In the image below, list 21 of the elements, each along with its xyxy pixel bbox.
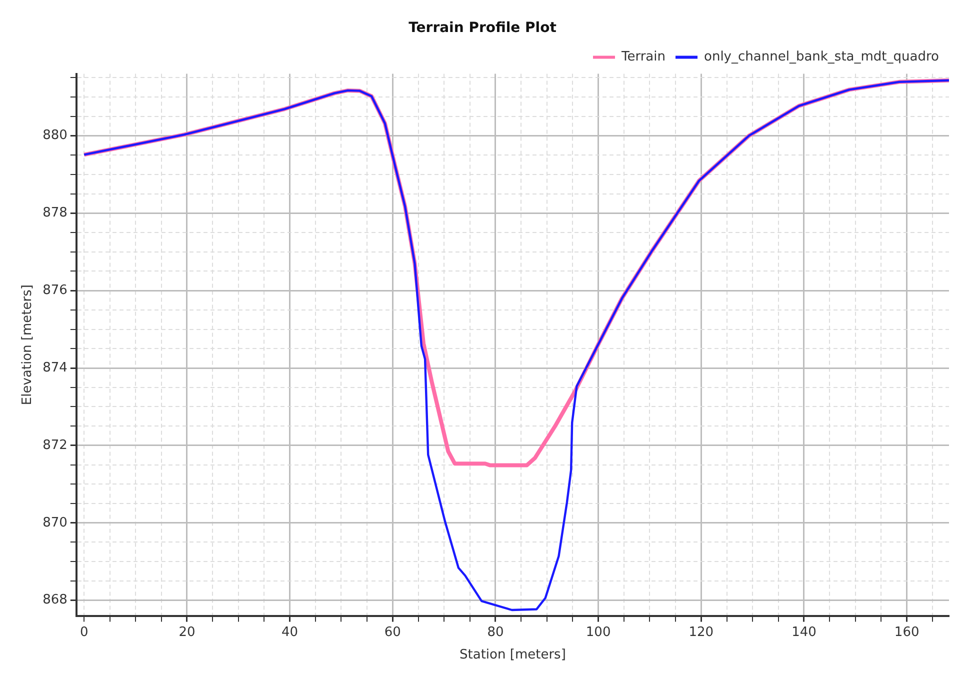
x-tick-label: 40 <box>282 624 298 640</box>
y-tick-label: 874 <box>42 360 68 376</box>
y-tick-label: 868 <box>42 592 68 608</box>
x-tick-label: 80 <box>487 624 504 640</box>
y-tick-label: 872 <box>42 438 68 453</box>
chart-title: Terrain Profile Plot <box>408 20 557 36</box>
legend-label: Terrain <box>620 50 666 65</box>
x-tick-label: 120 <box>688 624 714 640</box>
y-tick-label: 870 <box>42 515 68 530</box>
x-tick-label: 0 <box>80 624 88 640</box>
y-tick-label: 876 <box>42 282 68 298</box>
x-tick-label: 160 <box>894 624 920 640</box>
y-tick-label: 880 <box>42 128 68 144</box>
legend-label: only_channel_bank_sta_mdt_quadro <box>704 50 940 65</box>
x-tick-label: 60 <box>384 624 401 640</box>
x-tick-label: 100 <box>586 624 611 640</box>
x-tick-label: 20 <box>178 624 196 640</box>
x-axis-title: Station [meters] <box>460 648 566 663</box>
x-tick-label: 140 <box>792 624 816 640</box>
y-tick-label: 878 <box>42 206 68 221</box>
y-axis-title: Elevation [meters] <box>20 284 36 406</box>
